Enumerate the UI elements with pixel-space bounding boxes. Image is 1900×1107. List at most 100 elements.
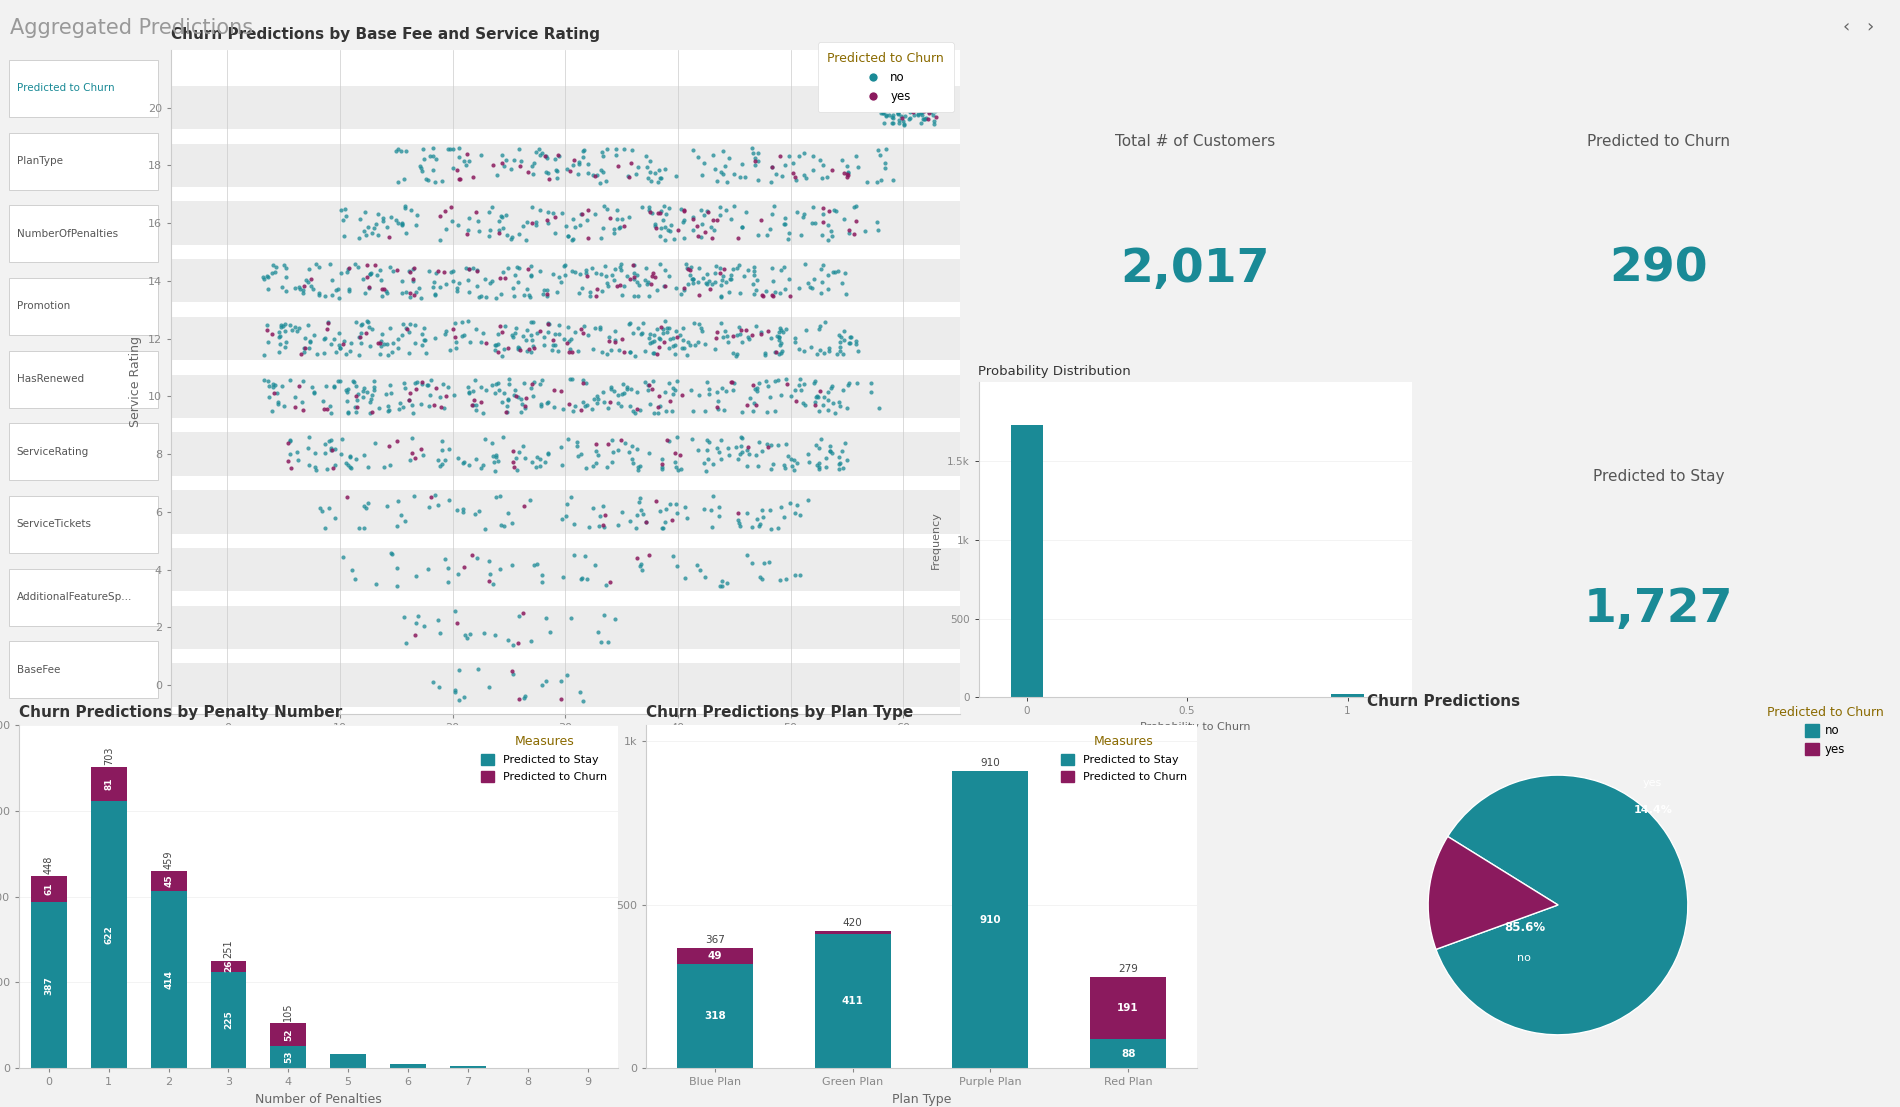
Point — [884, 114, 914, 132]
Point — [384, 139, 414, 157]
Point — [739, 394, 770, 412]
Point — [621, 400, 652, 417]
Point — [426, 207, 456, 225]
Point — [484, 381, 515, 399]
Point — [517, 215, 547, 232]
Point — [832, 166, 863, 184]
Wedge shape — [1436, 775, 1687, 1035]
Point — [496, 161, 526, 178]
Point — [872, 107, 902, 125]
Point — [310, 519, 340, 537]
Bar — [1011, 425, 1043, 697]
Point — [756, 158, 787, 176]
Text: AdditionalFeatureSp...: AdditionalFeatureSp... — [17, 592, 131, 602]
Point — [399, 287, 429, 304]
Point — [467, 324, 498, 342]
Point — [272, 260, 302, 278]
Point — [587, 219, 618, 237]
Point — [428, 432, 458, 449]
Point — [262, 258, 293, 276]
Point — [815, 342, 846, 360]
Point — [422, 265, 452, 282]
Point — [424, 496, 454, 514]
Point — [428, 442, 458, 459]
Point — [697, 146, 728, 164]
Point — [802, 345, 832, 363]
Point — [587, 147, 618, 165]
Point — [669, 281, 699, 299]
Point — [752, 377, 783, 395]
Point — [452, 629, 483, 646]
Point — [382, 142, 412, 159]
Point — [694, 380, 724, 397]
Point — [709, 142, 739, 159]
Point — [602, 210, 633, 228]
Point — [294, 333, 325, 351]
Text: ServiceRating: ServiceRating — [17, 447, 89, 457]
Point — [726, 403, 756, 421]
Point — [785, 506, 815, 524]
Point — [591, 577, 621, 594]
Point — [340, 377, 370, 395]
Point — [340, 404, 370, 422]
Point — [631, 513, 661, 530]
Point — [522, 448, 553, 466]
Point — [289, 278, 319, 296]
Point — [790, 169, 821, 187]
Point — [498, 280, 528, 298]
Point — [804, 459, 834, 477]
Point — [580, 442, 610, 459]
Point — [764, 146, 794, 164]
Point — [585, 507, 616, 525]
Point — [543, 325, 574, 343]
Point — [420, 151, 450, 168]
Point — [407, 395, 437, 413]
Text: 414: 414 — [163, 970, 173, 989]
Point — [363, 205, 393, 223]
Point — [817, 162, 847, 179]
Point — [441, 332, 471, 350]
Point — [253, 333, 283, 351]
Point — [788, 166, 819, 184]
Text: ServiceTickets: ServiceTickets — [17, 519, 91, 529]
Point — [667, 213, 697, 230]
Point — [642, 399, 673, 416]
Point — [633, 287, 663, 304]
Point — [420, 380, 450, 397]
Point — [762, 327, 792, 344]
Point — [446, 312, 477, 330]
Point — [817, 444, 847, 462]
Point — [906, 103, 937, 121]
Point — [703, 383, 733, 401]
Point — [828, 322, 859, 340]
Point — [481, 488, 511, 506]
Point — [397, 260, 428, 278]
Point — [293, 315, 323, 333]
Point — [656, 392, 686, 410]
Point — [315, 404, 346, 422]
Point — [388, 399, 418, 416]
Point — [808, 256, 838, 273]
Point — [806, 260, 836, 278]
Point — [811, 168, 842, 186]
Point — [374, 376, 405, 394]
Point — [420, 286, 450, 303]
Point — [678, 210, 709, 228]
Point — [798, 270, 828, 288]
Point — [770, 209, 800, 227]
Point — [800, 374, 830, 392]
Point — [492, 403, 522, 421]
Point — [511, 331, 542, 349]
Point — [749, 555, 779, 572]
Point — [701, 258, 732, 276]
Point — [764, 328, 794, 345]
Point — [336, 561, 367, 579]
Point — [701, 172, 732, 189]
Point — [388, 327, 418, 344]
Point — [756, 205, 787, 223]
Point — [669, 200, 699, 218]
Bar — [211, 972, 247, 1068]
Point — [581, 435, 612, 453]
Wedge shape — [1429, 837, 1558, 950]
Text: Churn Predictions by Penalty Number: Churn Predictions by Penalty Number — [19, 705, 342, 720]
